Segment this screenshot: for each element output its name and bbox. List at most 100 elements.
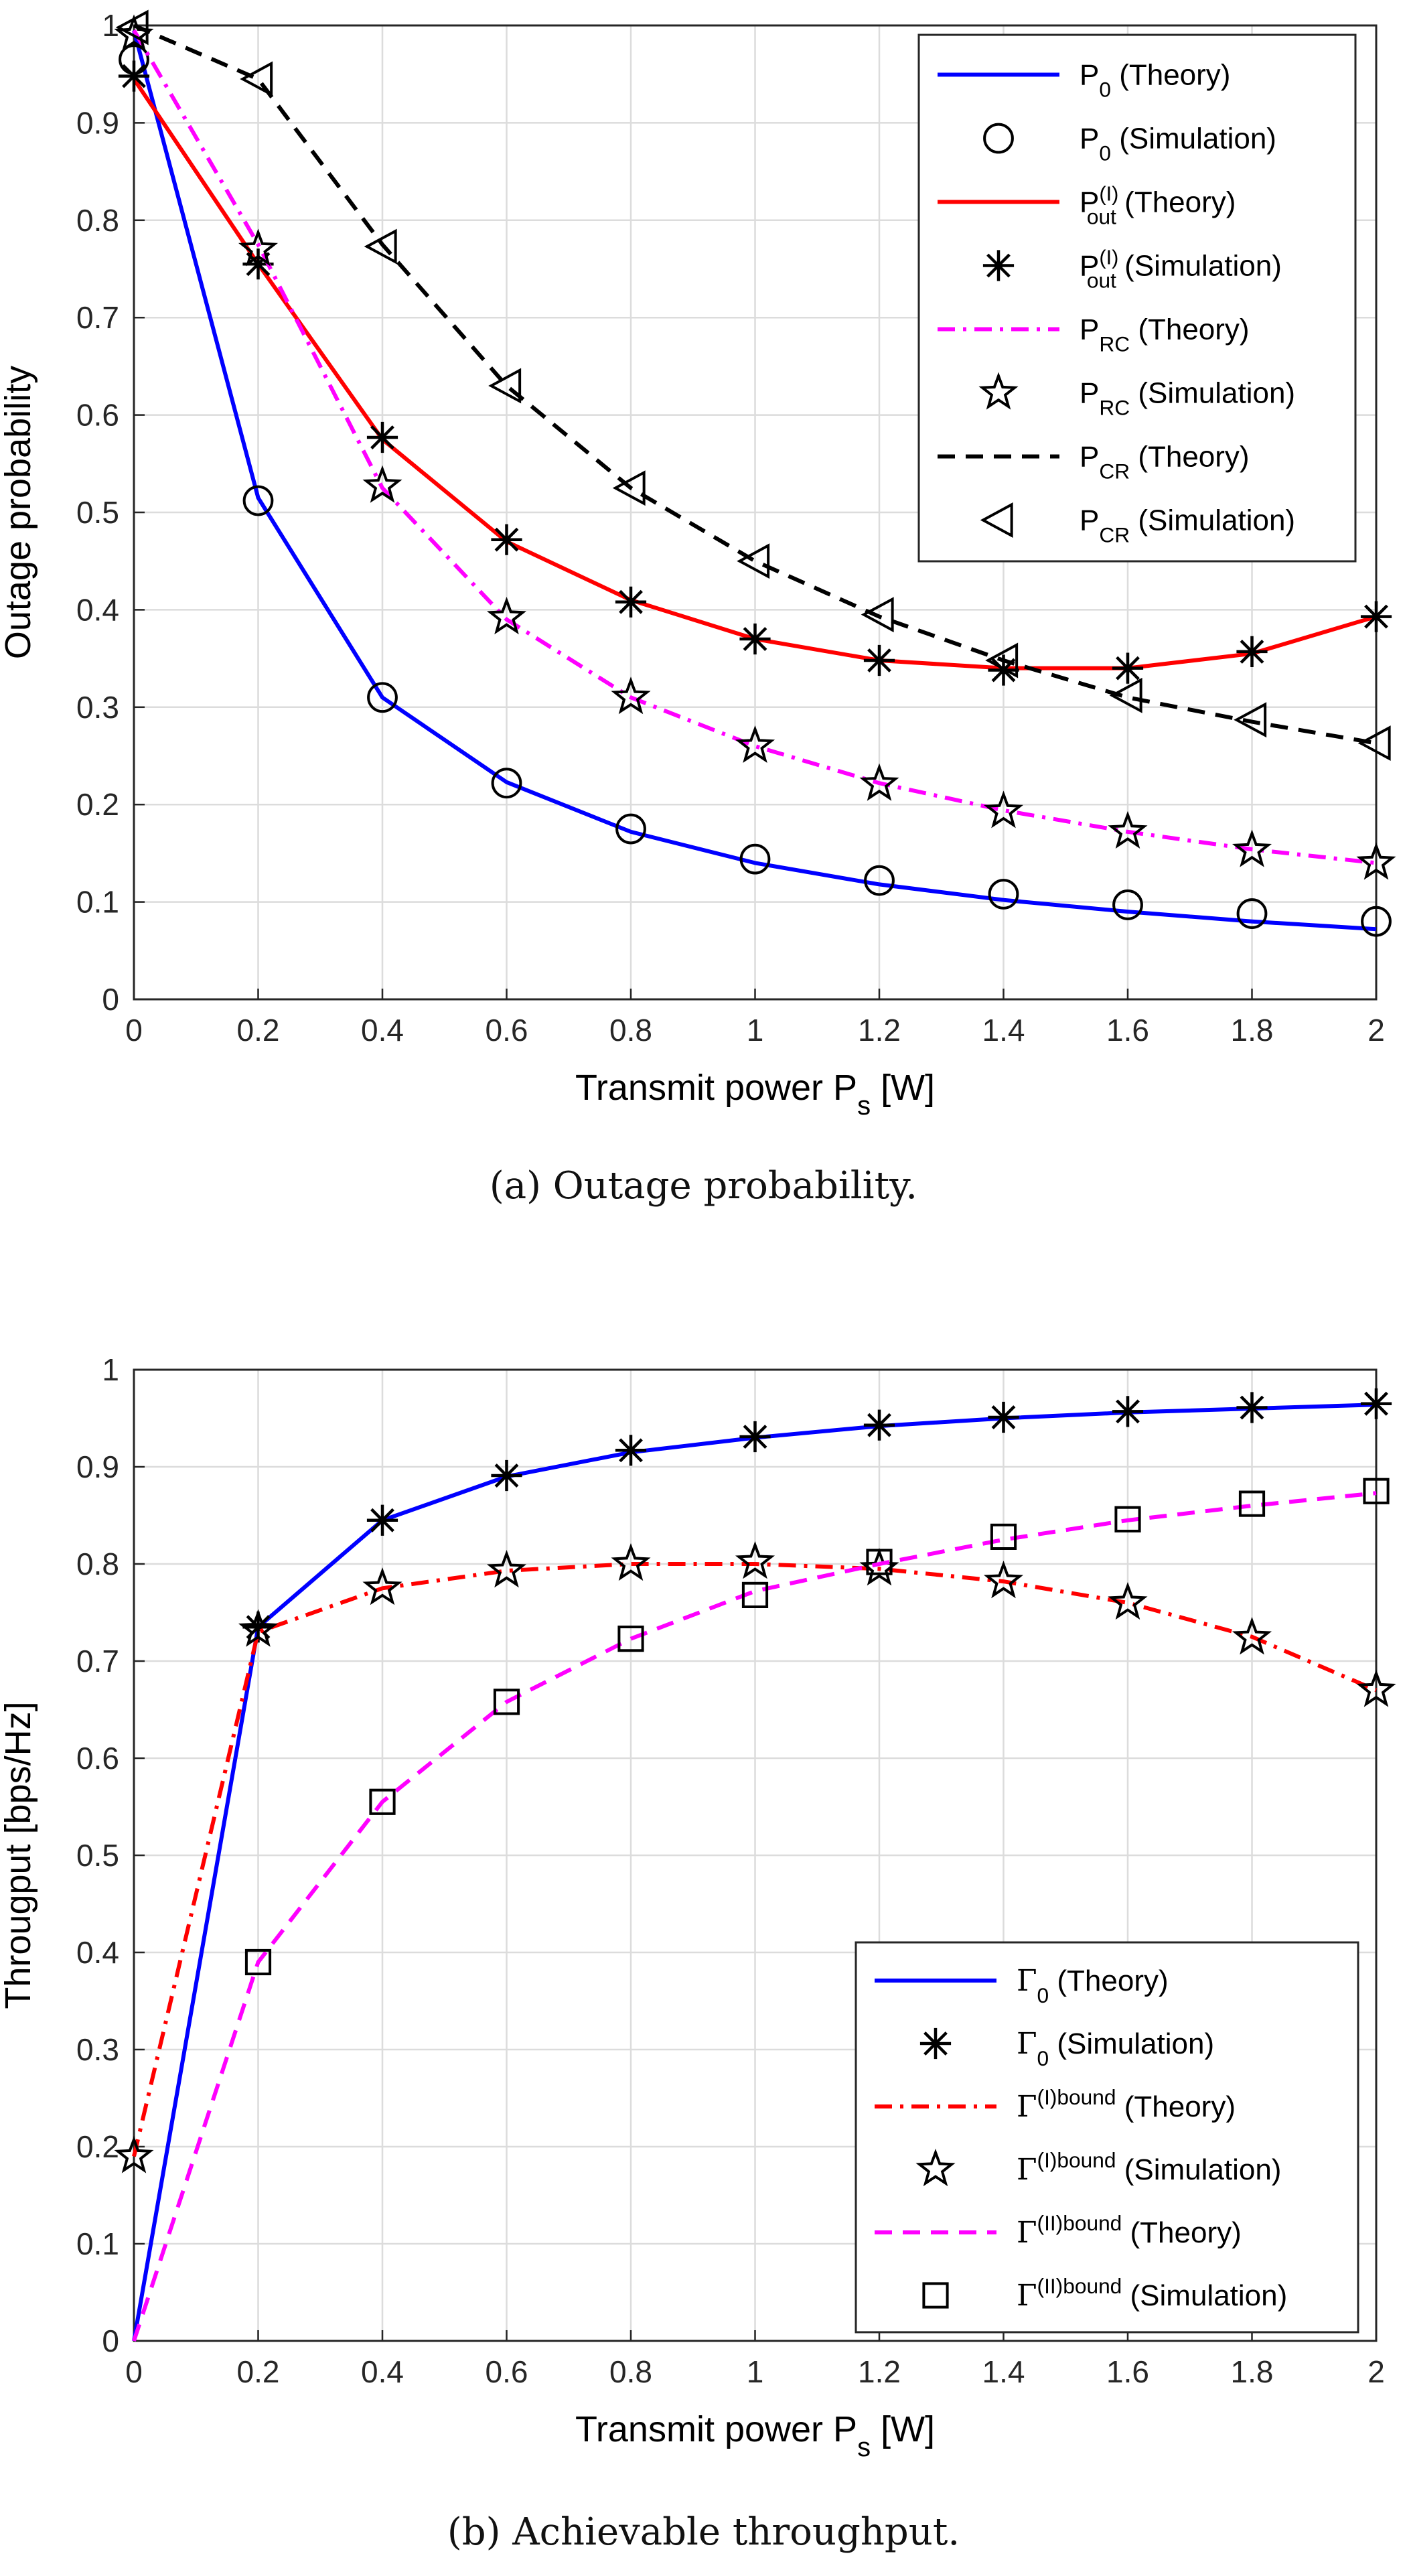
x-tick-label: 0.2 bbox=[237, 2354, 280, 2389]
chart-a-series-3-point bbox=[491, 524, 522, 555]
legend-entry-label: PRC (Simulation) bbox=[1080, 377, 1295, 420]
chart-a-series-3-point bbox=[1360, 601, 1392, 632]
chart-a-series-7-point bbox=[985, 642, 1019, 678]
chart-b-series-3-point bbox=[114, 2135, 154, 2173]
chart-b-axes-box bbox=[133, 1368, 1378, 2342]
x-tick-label: 0 bbox=[125, 1013, 143, 1048]
x-tick-label: 0.8 bbox=[609, 2354, 652, 2389]
chart-b-series-1-point bbox=[366, 1504, 398, 1536]
x-tick-label: 0.8 bbox=[609, 1013, 652, 1048]
y-tick-label: 0.5 bbox=[76, 1838, 119, 1873]
chart-b-series-3-point bbox=[983, 1561, 1024, 1599]
chart-b-series-5-point bbox=[1238, 1490, 1266, 1517]
x-tick-label: 0.4 bbox=[361, 2354, 404, 2389]
legend-entry-label: P0 (Theory) bbox=[1080, 59, 1230, 102]
chart-b-series-5-point bbox=[990, 1523, 1017, 1550]
chart-b-series-5-point bbox=[244, 1948, 272, 1976]
y-tick-label: 0.6 bbox=[76, 398, 119, 433]
legend-entry-label: Γ(I)bound (Theory) bbox=[1017, 2085, 1236, 2124]
chart-b-legend-box bbox=[855, 1941, 1359, 2334]
y-tick-label: 0.8 bbox=[76, 203, 119, 238]
legend-swatch bbox=[983, 123, 1014, 154]
y-tick-label: 0.3 bbox=[76, 2032, 119, 2067]
x-tick-label: 0.2 bbox=[237, 1013, 280, 1048]
chart-b-series-1-point bbox=[615, 1435, 647, 1466]
x-tick-label: 0.4 bbox=[361, 1013, 404, 1048]
chart-b-series-1-point bbox=[491, 1459, 522, 1492]
x-tick-label: 1.8 bbox=[1231, 1013, 1274, 1048]
chart-a-series-5-point bbox=[1108, 810, 1148, 849]
x-tick-label: 1.2 bbox=[858, 1013, 901, 1048]
chart-a-series-7-point bbox=[737, 543, 770, 579]
y-tick-label: 0.7 bbox=[76, 300, 119, 335]
chart-a-series-7-point bbox=[240, 61, 273, 97]
chart-a-y-axis-label: Outage probability bbox=[0, 366, 38, 659]
chart-b-x-axis-label: Transmit power Ps [W] bbox=[575, 2409, 935, 2462]
x-tick-label: 1.6 bbox=[1106, 2354, 1149, 2389]
chart-a-series-3-point bbox=[1236, 636, 1268, 667]
x-tick-label: 0.6 bbox=[486, 2354, 528, 2389]
chart-a-series-3-point bbox=[242, 248, 274, 280]
legend-entry-label: PCR (Theory) bbox=[1080, 441, 1250, 484]
outage-probability-chart: 0 0.2 0.4 0.6 0.8 1 1.2 1.4 1.6 1.8 2 0 0.1 0.2 0.3 0.4… bbox=[0, 8, 1396, 1121]
x-tick-label: 0 bbox=[125, 2354, 143, 2389]
chart-b-series-3-point bbox=[238, 1609, 279, 1647]
y-tick-label: 0.4 bbox=[76, 1935, 119, 1970]
chart-a-series-1-point bbox=[988, 879, 1019, 910]
chart-a-series-7-point bbox=[115, 9, 149, 46]
chart-b-series-1-point bbox=[1236, 1392, 1268, 1423]
chart-b-y-axis-label: Througput [bps/Hz] bbox=[0, 1701, 38, 2009]
chart-b-series-1-point bbox=[739, 1421, 771, 1453]
chart-b-series-3-point bbox=[486, 1550, 527, 1588]
chart-a-series-5-point bbox=[1356, 842, 1396, 880]
chart-b-series-3-point bbox=[1232, 1617, 1272, 1655]
chart-a-series-7-point bbox=[1357, 725, 1391, 762]
x-tick-label: 0.6 bbox=[486, 1013, 528, 1048]
legend-swatch bbox=[980, 502, 1013, 538]
chart-b-series-1-point bbox=[988, 1401, 1019, 1433]
chart-b-series-5-point bbox=[741, 1581, 769, 1608]
legend-entry-label: Γ(I)bound (Simulation) bbox=[1017, 2148, 1281, 2187]
chart-a-series-7-point bbox=[1109, 677, 1142, 713]
chart-b-series-5-point bbox=[1114, 1506, 1141, 1532]
x-tick-label: 1.8 bbox=[1231, 2354, 1274, 2389]
y-tick-label: 0 bbox=[102, 2323, 119, 2358]
chart-a-series-5-point bbox=[611, 676, 651, 715]
chart-a-series-3-point bbox=[366, 421, 398, 453]
legend-entry-label: Γ(II)bound (Simulation) bbox=[1017, 2274, 1287, 2313]
chart-b-series-5-point bbox=[866, 1549, 893, 1575]
y-tick-label: 0.5 bbox=[76, 495, 119, 530]
y-tick-label: 1 bbox=[102, 1352, 119, 1387]
legend-entry-label: P0 (Simulation) bbox=[1080, 123, 1276, 165]
chart-a-series-1-point bbox=[1112, 889, 1143, 920]
y-tick-label: 0.4 bbox=[76, 592, 119, 627]
y-tick-label: 0 bbox=[102, 982, 119, 1017]
chart-a-series-1-point bbox=[1236, 898, 1268, 929]
legend-entry-label: P(I) out (Simulation) bbox=[1080, 245, 1282, 293]
chart-b-series-1-point bbox=[1360, 1388, 1392, 1419]
chart-b-series-5-point bbox=[617, 1626, 644, 1652]
y-tick-label: 0.7 bbox=[76, 1644, 119, 1678]
legend-entry-label: P(I) out (Theory) bbox=[1080, 182, 1236, 229]
legend-entry-label: Γ0 (Simulation) bbox=[1017, 2027, 1214, 2070]
chart-b-plot-area bbox=[114, 1388, 1396, 2342]
caption-b: (b) Achievable throughput. bbox=[447, 2510, 960, 2554]
chart-b-series-3-point bbox=[735, 1541, 775, 1579]
x-tick-label: 1 bbox=[747, 2354, 764, 2389]
chart-a-series-7-point bbox=[1234, 702, 1267, 738]
legend-entry-label: PRC (Theory) bbox=[1080, 313, 1250, 356]
chart-b-series-3-point bbox=[362, 1567, 402, 1605]
chart-a-series-5-point bbox=[983, 790, 1024, 829]
legend-swatch bbox=[915, 2148, 956, 2187]
x-tick-label: 1 bbox=[747, 1013, 764, 1048]
x-tick-label: 1.4 bbox=[982, 1013, 1025, 1048]
y-tick-label: 0.8 bbox=[76, 1547, 119, 1581]
chart-b-legend: Γ0 (Theory) Γ0 (Simulation) Γ(I)bound (The… bbox=[855, 1941, 1359, 2334]
chart-b-series-5-point bbox=[493, 1689, 520, 1715]
chart-a-series-1-point bbox=[864, 865, 895, 896]
legend-entry-label: Γ(II)bound (Theory) bbox=[1017, 2211, 1242, 2250]
chart-a-series-5-point bbox=[735, 725, 775, 764]
y-tick-label: 1 bbox=[102, 8, 119, 43]
chart-a-series-5-point bbox=[1232, 829, 1272, 867]
